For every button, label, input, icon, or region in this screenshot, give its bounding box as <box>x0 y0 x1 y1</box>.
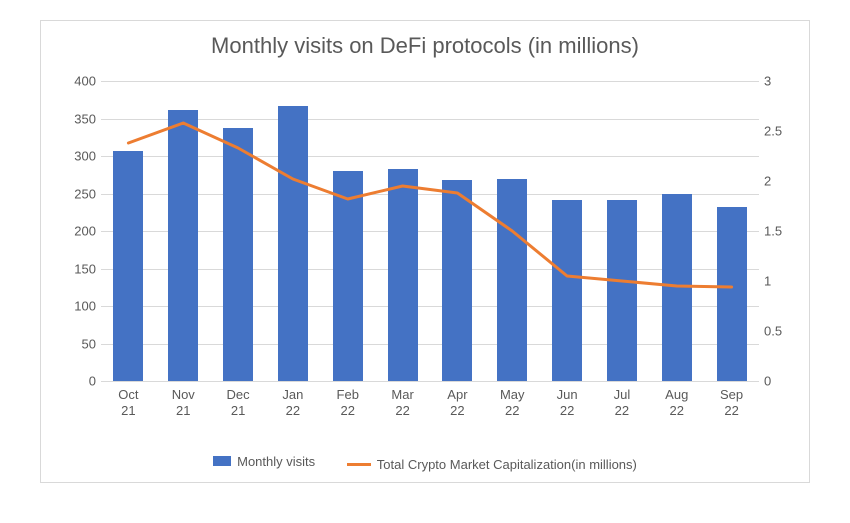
y-axis-right-tick: 3 <box>764 74 799 89</box>
y-axis-left-tick: 200 <box>56 224 96 239</box>
x-axis-tick: Jul 22 <box>614 381 631 418</box>
x-axis-tick: Dec 21 <box>227 381 250 418</box>
x-axis-tick: May 22 <box>500 381 525 418</box>
y-axis-left-tick: 0 <box>56 374 96 389</box>
y-axis-right-tick: 1.5 <box>764 224 799 239</box>
legend-label-line: Total Crypto Market Capitalization(in mi… <box>377 457 637 472</box>
legend-item-line: Total Crypto Market Capitalization(in mi… <box>347 457 637 472</box>
y-axis-right-tick: 0 <box>764 374 799 389</box>
legend-swatch-line <box>347 463 371 466</box>
x-axis-tick: Jan 22 <box>282 381 303 418</box>
y-axis-right-tick: 2.5 <box>764 124 799 139</box>
x-axis-tick: Mar 22 <box>391 381 413 418</box>
plot-area: 05010015020025030035040000.511.522.53Oct… <box>101 81 759 382</box>
y-axis-left-tick: 350 <box>56 111 96 126</box>
x-axis-tick: Aug 22 <box>665 381 688 418</box>
y-axis-left-tick: 150 <box>56 261 96 276</box>
x-axis-tick: Feb 22 <box>337 381 359 418</box>
legend: Monthly visits Total Crypto Market Capit… <box>41 454 809 473</box>
y-axis-left-tick: 50 <box>56 336 96 351</box>
x-axis-tick: Sep 22 <box>720 381 743 418</box>
y-axis-left-tick: 300 <box>56 149 96 164</box>
x-axis-tick: Apr 22 <box>447 381 467 418</box>
legend-label-bar: Monthly visits <box>237 454 315 469</box>
y-axis-left-tick: 100 <box>56 299 96 314</box>
legend-item-bar: Monthly visits <box>213 454 315 469</box>
chart-container: Monthly visits on DeFi protocols (in mil… <box>40 20 810 483</box>
y-axis-right-tick: 1 <box>764 274 799 289</box>
y-axis-right-tick: 2 <box>764 174 799 189</box>
chart-title: Monthly visits on DeFi protocols (in mil… <box>41 21 809 59</box>
x-axis-tick: Oct 21 <box>118 381 138 418</box>
line-layer <box>101 81 759 381</box>
y-axis-left-tick: 400 <box>56 74 96 89</box>
line-series <box>128 123 731 287</box>
x-axis-tick: Nov 21 <box>172 381 195 418</box>
y-axis-right-tick: 0.5 <box>764 324 799 339</box>
x-axis-tick: Jun 22 <box>557 381 578 418</box>
y-axis-left-tick: 250 <box>56 186 96 201</box>
legend-swatch-bar <box>213 456 231 466</box>
